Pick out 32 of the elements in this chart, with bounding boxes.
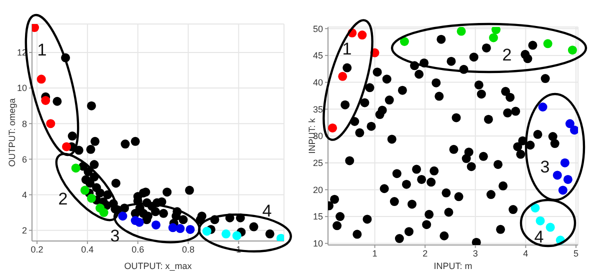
y-tick-label: 25 [312, 158, 323, 168]
x-tick-label: 5 [573, 248, 578, 258]
x-tick-label: 0.6 [132, 244, 144, 254]
y-tick-label: 4 [22, 190, 27, 200]
y-tick-label: 8 [22, 118, 27, 129]
x-axis-title: INPUT: m [434, 261, 472, 271]
y-tick-label: 20 [312, 184, 323, 195]
annotation: 4 [262, 202, 272, 220]
annotation: 2 [58, 190, 68, 208]
y-tick-label: 15 [312, 212, 323, 222]
x-axis-title: OUTPUT: x_max [124, 261, 192, 271]
y-tick-label: 10 [312, 238, 323, 249]
y-tick-label: 50 [312, 24, 323, 34]
annotation: 2 [502, 46, 512, 64]
y-tick-label: 6 [22, 154, 27, 164]
x-tick-label: 0.8 [182, 244, 194, 254]
x-tick-label: 4 [523, 248, 528, 258]
y-tick-label: 45 [312, 50, 323, 61]
y-tick-label: 35 [312, 104, 323, 114]
annotation: 1 [342, 40, 352, 58]
x-tick-label: 0.4 [81, 244, 94, 254]
x-tick-label: 0.2 [30, 244, 44, 254]
y-axis-title: OUTPUT: omega [7, 98, 18, 167]
y-tick-label: 10 [16, 83, 27, 94]
x-tick-label: 3 [472, 248, 478, 258]
annotation: 1 [37, 40, 47, 60]
annotation: 3 [540, 158, 550, 176]
y-tick-label: 30 [312, 131, 323, 142]
x-tick-label: 2 [422, 248, 428, 258]
x-tick-label: 1 [372, 248, 378, 258]
y-tick-label: 2 [22, 226, 27, 236]
y-tick-label: 40 [312, 78, 323, 88]
